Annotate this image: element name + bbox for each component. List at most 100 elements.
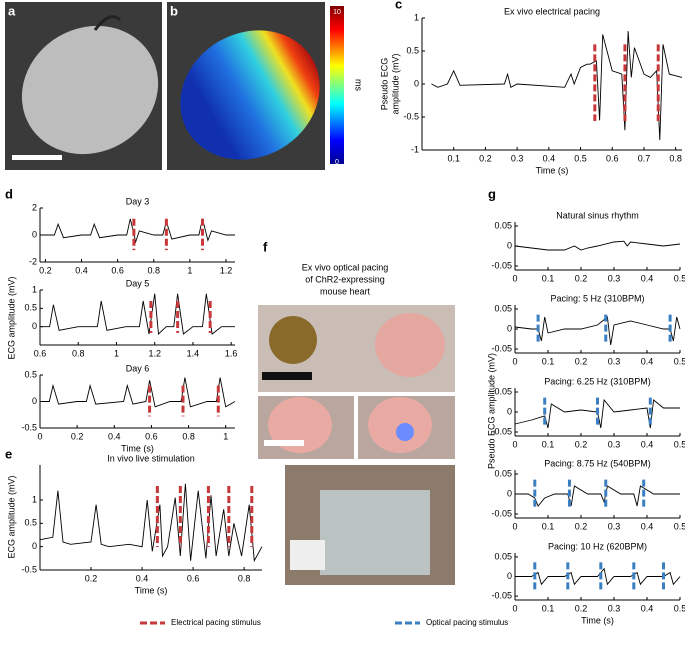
trace [514, 316, 681, 346]
x-tick-label: 0.1 [447, 153, 460, 163]
trace [40, 377, 236, 408]
x-tick-label: 0.2 [71, 431, 84, 441]
y-tick-label: 1 [414, 12, 419, 22]
x-tick-label: 1.4 [187, 348, 200, 358]
chart-title: Day 5 [126, 278, 150, 288]
x-tick-label: 0.4 [641, 356, 654, 366]
x-tick-label: 0.2 [575, 356, 588, 366]
x-tick-label: 1 [223, 431, 228, 441]
y-tick-label: -0.05 [491, 343, 512, 353]
x-axis-label: Time (s) [581, 615, 614, 625]
x-tick-label: 0.1 [542, 521, 555, 531]
chamber [320, 490, 430, 575]
y-tick-label: 0.5 [406, 45, 419, 55]
trace [39, 483, 263, 563]
x-tick-label: 0.3 [608, 439, 621, 449]
panel-label: b [170, 3, 178, 18]
x-tick-label: 0.4 [75, 265, 88, 275]
y-tick-label: -2 [29, 256, 37, 266]
x-tick-label: 0.5 [674, 273, 685, 283]
y-tick-label: 0.5 [24, 369, 37, 379]
y-tick-label: -0.05 [491, 590, 512, 600]
heart-photo [268, 397, 332, 453]
chart-title: Day 3 [126, 196, 150, 206]
y-tick-label: 1 [32, 494, 37, 504]
heart-photo [375, 313, 445, 377]
panel-label: d [5, 186, 13, 201]
colorbar [330, 6, 344, 164]
x-tick-label: 0.2 [575, 439, 588, 449]
coil [269, 316, 317, 364]
x-tick-label: 0.3 [608, 521, 621, 531]
trace [40, 218, 235, 244]
y-tick-label: 0 [32, 396, 37, 406]
y-tick-label: 0 [32, 541, 37, 551]
x-axis-label: Time (s) [135, 585, 168, 595]
x-tick-label: 0.7 [638, 153, 651, 163]
x-tick-label: 0.6 [145, 431, 158, 441]
x-tick-label: 0.5 [674, 521, 685, 531]
y-tick-label: 0.05 [494, 386, 512, 396]
x-tick-label: 0 [37, 431, 42, 441]
chart-title: Natural sinus rhythm [556, 210, 639, 220]
x-tick-label: 0.4 [108, 431, 121, 441]
x-tick-label: 0.5 [674, 603, 685, 613]
y-axis-label: amplitude (mV) [390, 53, 400, 114]
x-tick-label: 0.3 [608, 603, 621, 613]
x-tick-label: 1.6 [225, 348, 238, 358]
trace [431, 31, 683, 141]
x-tick-label: 0 [512, 273, 517, 283]
panel-label: e [5, 446, 12, 461]
x-tick-label: 0 [512, 439, 517, 449]
x-tick-label: 0.1 [542, 273, 555, 283]
chart-title: Pacing: 6.25 Hz (310BPM) [544, 376, 651, 386]
x-tick-label: 0.6 [187, 573, 200, 583]
activation-map [180, 30, 320, 160]
y-tick-label: 0.5 [24, 303, 37, 313]
y-tick-label: -0.05 [491, 260, 512, 270]
trace [514, 240, 681, 251]
y-tick-label: 0.05 [494, 551, 512, 561]
blue-light [396, 423, 414, 441]
y-axis-label: ECG amplitude (mV) [6, 475, 16, 558]
x-tick-label: 0.8 [147, 265, 160, 275]
x-tick-label: 0.5 [674, 439, 685, 449]
f-title: of ChR2-expressing [305, 274, 385, 284]
x-tick-label: 0.6 [606, 153, 619, 163]
y-tick-label: 0.05 [494, 468, 512, 478]
scale-bar [264, 440, 304, 446]
x-tick-label: 0.8 [238, 573, 251, 583]
y-tick-label: 0 [507, 240, 512, 250]
x-tick-label: 0.4 [641, 521, 654, 531]
trace [515, 567, 681, 586]
x-tick-label: 0.2 [39, 265, 52, 275]
y-tick-label: 0 [507, 406, 512, 416]
heart [21, 25, 159, 155]
colorbar-tick: 0 [335, 159, 339, 166]
vessel [93, 15, 122, 31]
trace [515, 485, 680, 507]
y-tick-label: 0 [32, 321, 37, 331]
x-tick-label: 0.4 [543, 153, 556, 163]
panel-label: a [8, 3, 16, 18]
x-tick-label: 0 [512, 356, 517, 366]
scale-bar [262, 372, 312, 380]
chart-title: Pacing: 8.75 Hz (540BPM) [544, 458, 651, 468]
x-tick-label: 0.1 [542, 356, 555, 366]
chart-title: Pacing: 10 Hz (620BPM) [548, 541, 647, 551]
x-axis-label: Time (s) [536, 165, 569, 175]
y-axis-label: ECG amplitude (mV) [6, 276, 16, 359]
f-title: Ex vivo optical pacing [302, 262, 389, 272]
x-tick-label: 0.6 [34, 348, 47, 358]
y-tick-label: -1 [411, 144, 419, 154]
y-tick-label: -0.05 [491, 426, 512, 436]
legend-label: Optical pacing stimulus [426, 618, 508, 627]
x-tick-label: 0.8 [72, 348, 85, 358]
x-tick-label: 0.1 [542, 603, 555, 613]
x-tick-label: 1.2 [148, 348, 161, 358]
y-tick-label: -0.5 [21, 422, 37, 432]
scale-bar [12, 155, 62, 160]
y-tick-label: -0.05 [491, 508, 512, 518]
colorbar-tick: 10 [333, 9, 341, 16]
